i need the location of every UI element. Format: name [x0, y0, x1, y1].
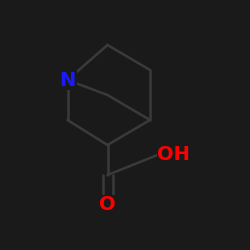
Text: O: O [99, 196, 116, 214]
Text: OH: OH [158, 146, 190, 165]
Text: N: N [60, 70, 76, 90]
